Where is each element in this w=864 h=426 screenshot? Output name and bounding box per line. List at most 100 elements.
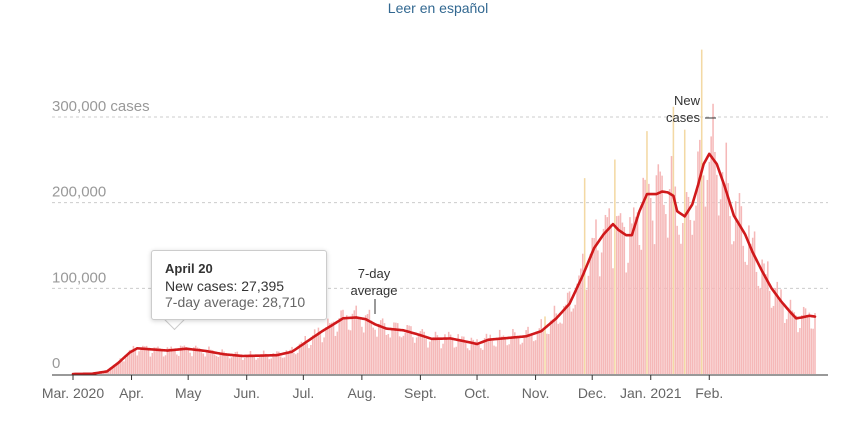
daily-case-bar: [402, 335, 405, 374]
daily-case-bar: [236, 351, 239, 374]
daily-case-bar: [791, 310, 794, 374]
daily-case-bar: [423, 331, 425, 374]
daily-case-bar: [253, 356, 256, 374]
daily-case-bar: [665, 214, 667, 374]
daily-case-bar: [481, 349, 484, 374]
daily-case-bar: [159, 348, 161, 374]
daily-case-bar: [395, 322, 397, 374]
daily-case-bar: [636, 212, 639, 374]
daily-case-bar: [666, 237, 669, 374]
daily-case-bar: [476, 339, 478, 374]
daily-case-bar: [242, 359, 244, 374]
daily-case-bar: [708, 161, 711, 374]
daily-case-bar: [602, 228, 605, 374]
daily-case-bar: [742, 245, 745, 374]
x-tick-label: Jun.: [233, 385, 259, 401]
daily-case-bar: [217, 356, 220, 374]
daily-case-bar: [387, 333, 390, 374]
daily-case-bar: [608, 208, 610, 374]
daily-case-bar: [438, 339, 441, 374]
daily-case-bar: [623, 226, 626, 374]
daily-case-bar: [221, 349, 223, 374]
daily-case-bar: [640, 249, 643, 374]
x-tick-label: Dec.: [578, 385, 607, 401]
daily-case-bar: [109, 369, 112, 374]
daily-case-bar: [193, 347, 195, 374]
daily-case-bar: [642, 177, 644, 374]
daily-case-bar: [508, 344, 510, 374]
daily-case-bar: [336, 331, 339, 374]
daily-case-bar: [315, 334, 318, 374]
daily-case-bar: [515, 336, 518, 374]
daily-case-bar: [451, 339, 454, 374]
daily-case-bar: [285, 350, 288, 374]
daily-case-bar: [721, 172, 724, 374]
daily-case-bar: [293, 352, 295, 374]
daily-case-bar: [272, 353, 274, 374]
daily-case-bar: [510, 338, 512, 374]
daily-case-bar: [729, 216, 731, 374]
daily-case-bar: [219, 354, 222, 374]
daily-case-bar: [432, 337, 435, 374]
daily-case-bar: [130, 349, 133, 374]
x-tick-label: Sept.: [404, 385, 437, 401]
daily-case-bar: [125, 358, 127, 374]
daily-case-bar: [187, 349, 189, 374]
tooltip-seven-day-average: 7-day average: 28,710: [165, 294, 306, 310]
daily-case-bar: [415, 337, 418, 374]
daily-case-bar: [540, 319, 543, 374]
daily-case-bar: [680, 243, 682, 374]
x-tick-label: Aug.: [347, 385, 376, 401]
daily-case-bar: [417, 335, 420, 374]
daily-case-bar: [576, 283, 578, 374]
daily-case-bar: [427, 347, 429, 374]
daily-case-bar: [327, 318, 329, 374]
daily-case-bar: [808, 312, 811, 374]
daily-case-bar: [455, 346, 458, 374]
y-tick-label: 100,000: [52, 269, 106, 286]
daily-case-bar: [304, 336, 306, 374]
daily-case-bar: [142, 345, 144, 374]
daily-case-bar: [804, 308, 807, 374]
daily-case-bar: [634, 216, 637, 374]
daily-case-bar: [115, 363, 118, 374]
daily-case-bar: [612, 268, 614, 374]
daily-case-bar: [287, 351, 290, 374]
daily-case-bar: [685, 192, 688, 374]
daily-case-bar: [361, 326, 363, 374]
daily-case-bar: [351, 313, 354, 374]
daily-case-bar: [806, 316, 809, 374]
daily-case-bar: [689, 219, 692, 374]
daily-case-bar: [812, 328, 814, 374]
daily-case-bar: [700, 49, 703, 375]
daily-case-bar: [610, 223, 612, 374]
daily-case-bar: [240, 356, 242, 374]
daily-case-bar: [768, 290, 771, 374]
daily-case-bar: [663, 204, 665, 374]
daily-case-bar: [676, 225, 678, 374]
daily-case-bar: [661, 175, 663, 374]
x-tick-label: Nov.: [522, 385, 550, 401]
daily-case-bar: [121, 361, 123, 374]
daily-case-bar: [683, 129, 686, 374]
x-tick-label: May: [175, 385, 201, 401]
daily-case-bar: [378, 323, 380, 374]
daily-case-bar: [674, 186, 677, 374]
daily-case-bar: [727, 183, 729, 374]
daily-case-bar: [542, 329, 544, 374]
daily-case-bar: [525, 330, 527, 374]
daily-case-bar: [410, 326, 412, 374]
daily-case-bar: [255, 359, 257, 374]
spanish-language-link[interactable]: Leer en español: [387, 0, 489, 16]
daily-case-bar: [145, 345, 148, 374]
daily-case-bar: [310, 345, 312, 374]
seven-day-average-line: [71, 152, 817, 376]
daily-case-bar: [598, 276, 601, 374]
daily-case-bar: [270, 358, 273, 374]
daily-case-bar: [659, 171, 661, 374]
daily-case-bar: [495, 346, 497, 374]
daily-case-bar: [738, 193, 741, 374]
daily-case-bar: [457, 334, 459, 374]
daily-case-bar: [164, 355, 167, 374]
daily-case-bar: [325, 327, 327, 374]
